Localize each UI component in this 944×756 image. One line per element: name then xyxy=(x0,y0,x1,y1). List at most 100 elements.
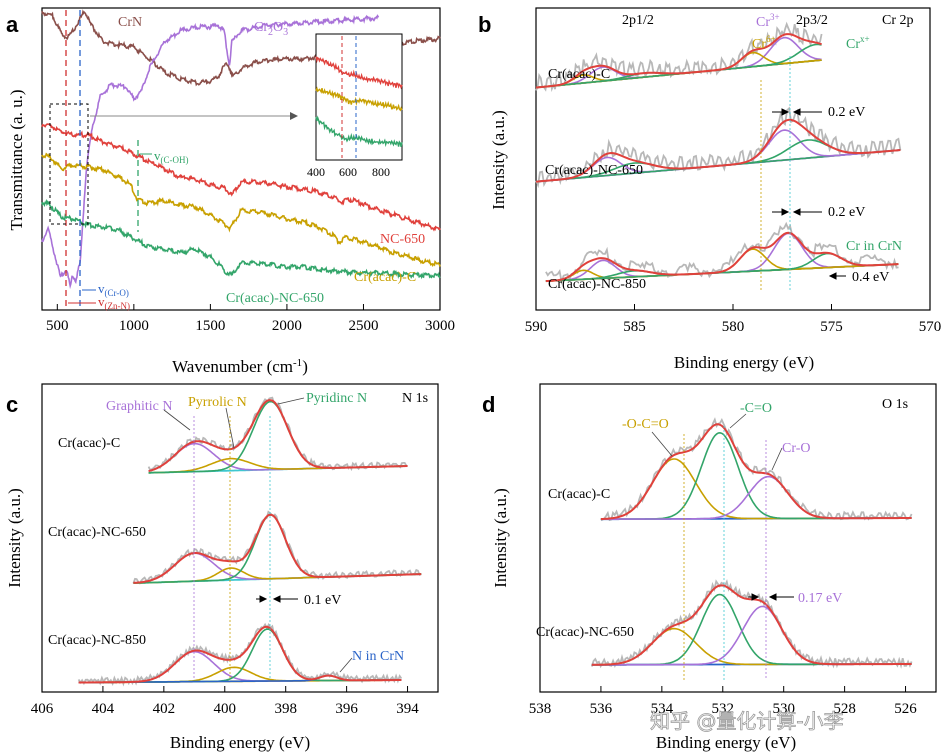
panel-d-ylabel: Intensity (a.u.) xyxy=(491,488,510,588)
d-tick-label-4: 530 xyxy=(772,701,795,717)
d-spectrum-label-0: Cr(acac)-C xyxy=(548,487,610,502)
c-envelope-0 xyxy=(148,399,408,473)
series-cr-acac-c xyxy=(41,152,441,268)
panel-d-xlabel: Binding energy (eV) xyxy=(656,733,796,752)
b-tick-label-3: 575 xyxy=(820,319,843,335)
panel-c-ylabel: Intensity (a.u.) xyxy=(5,488,24,588)
zoom-box xyxy=(49,103,89,225)
label-cr2o3: Cr2O3 xyxy=(254,20,288,38)
c-envelope-1 xyxy=(133,513,422,584)
d-tick-label-3: 532 xyxy=(712,701,735,717)
d-tick-label-1: 536 xyxy=(590,701,613,717)
d-tick-label-2: 534 xyxy=(651,701,674,717)
panel-d-title: O 1s xyxy=(882,397,908,412)
d-tick-label-0: 538 xyxy=(529,701,552,717)
panel-letter-a: a xyxy=(6,12,19,37)
series-nc-650 xyxy=(41,123,441,232)
d-peak-1-0 xyxy=(591,627,912,666)
inset-tick-2: 800 xyxy=(372,165,390,179)
panel-c-n1s: c 406 404 402 400 398 396 394 Binding energy (… xyxy=(5,383,439,752)
d-tick-label-6: 526 xyxy=(894,701,917,717)
inset-series-2 xyxy=(315,115,403,148)
label-vcoh: v(C-OH) xyxy=(154,148,189,165)
panel-letter-d: d xyxy=(482,392,495,417)
c-envelope-2 xyxy=(78,625,402,684)
c-spectrum-label-0: Cr(acac)-C xyxy=(58,436,120,451)
label-shift-1: 0.2 eV xyxy=(828,105,865,120)
panel-b-ticks: 590 585 580 575 570 xyxy=(525,304,941,335)
label-d-shift: 0.17 eV xyxy=(798,591,842,606)
panel-a-ticks: 500 1000 1500 2000 2500 3000 xyxy=(46,304,455,334)
d-peak-1-2 xyxy=(591,605,912,666)
panel-letter-b: b xyxy=(478,12,491,37)
b-spectrum-label-1: Cr(acac)-NC-650 xyxy=(545,163,643,178)
c-peak-1-2 xyxy=(133,513,422,584)
c-shift-arrows xyxy=(256,595,298,603)
a-tick-label-4: 2500 xyxy=(348,318,378,334)
inset-frame xyxy=(315,33,403,161)
panel-b-title: Cr 2p xyxy=(882,13,914,28)
d-tick-label-5: 528 xyxy=(833,701,856,717)
label-vznn: v(Zn-N) xyxy=(98,294,130,311)
inset-series-1 xyxy=(315,86,403,112)
panel-c-ticks: 406 404 402 400 398 396 394 xyxy=(31,686,419,717)
label-cracac-nc650: Cr(acac)-NC-650 xyxy=(226,291,324,306)
label-graphitic: Graphitic N xyxy=(106,399,172,414)
c-tick-label-1: 404 xyxy=(92,701,115,717)
label-cr-in-crn: Cr in CrN xyxy=(846,239,902,254)
inset-series-0 xyxy=(315,56,403,90)
b-envelope-1 xyxy=(535,118,901,183)
panel-a-ftir: a 500 1000 1500 2000 2500 3000 Wavenumber (cm… xyxy=(6,7,455,376)
b-envelope-2 xyxy=(545,231,899,283)
panel-a-ylabel: Transmittance (a. u.) xyxy=(7,89,26,230)
label-shift-2: 0.2 eV xyxy=(828,205,865,220)
c-tick-label-4: 398 xyxy=(274,701,297,717)
panel-c-series xyxy=(77,396,422,687)
label-nc650: NC-650 xyxy=(380,232,425,247)
panel-b-cr2p: b 590 585 580 575 570 Binding energy (eV) In… xyxy=(478,7,941,372)
c-tick-label-6: 394 xyxy=(396,701,419,717)
series-cr-acac-nc-650 xyxy=(41,198,441,280)
panel-d-o1s: d 538 536 534 532 530 528 526 Binding energy (… xyxy=(482,383,937,752)
panel-b-series xyxy=(535,21,902,286)
inset-series xyxy=(315,56,403,148)
d-peak-0-2 xyxy=(600,475,912,520)
a-tick-label-3: 2000 xyxy=(272,318,302,334)
b-spectrum-label-2: Cr(acac)-NC-850 xyxy=(548,277,646,292)
c-tick-label-5: 396 xyxy=(335,701,358,717)
b-tick-label-1: 585 xyxy=(623,319,646,335)
panel-b-xlabel: Binding energy (eV) xyxy=(674,353,814,372)
panel-c-xlabel: Binding energy (eV) xyxy=(170,733,310,752)
label-vcro: v(Cr-O) xyxy=(98,281,129,298)
b-tick-label-0: 590 xyxy=(525,319,548,335)
label-cracac-c: Cr(acac)-C xyxy=(354,270,416,285)
watermark: 知乎 @量化计算-小李 xyxy=(650,709,844,733)
panel-a-frame xyxy=(41,7,441,311)
b-spectrum-label-0: Cr(acac)-C xyxy=(548,67,610,82)
b-raw-1 xyxy=(535,106,902,189)
d-spectrum-label-1: Cr(acac)-NC-650 xyxy=(536,625,634,640)
label-oco: -O-C=O xyxy=(622,417,669,432)
label-2p32: 2p3/2 xyxy=(796,13,828,28)
c-spectrum-label-1: Cr(acac)-NC-650 xyxy=(48,525,146,540)
label-cr6: Cr6+ xyxy=(752,34,776,52)
a-tick-label-5: 3000 xyxy=(425,318,455,334)
d-raw-0 xyxy=(600,417,913,522)
panel-d-frame xyxy=(539,383,937,693)
panel-d-series xyxy=(590,417,913,669)
series-cr2o3 xyxy=(41,14,380,290)
panel-b-ylabel: Intensity (a.u.) xyxy=(489,110,508,210)
label-pyridinic: Pyridinc N xyxy=(306,391,367,406)
label-n-in-crn: N in CrN xyxy=(352,649,404,664)
c-peak-0-2 xyxy=(148,400,408,474)
a-tick-label-1: 1000 xyxy=(119,318,149,334)
label-co: -C=O xyxy=(740,401,772,416)
b-shift-arrows xyxy=(772,108,846,280)
panel-c-title: N 1s xyxy=(402,391,428,406)
c-tick-label-0: 406 xyxy=(31,701,54,717)
a-tick-label-0: 500 xyxy=(46,318,69,334)
panel-d-ticks: 538 536 534 532 530 528 526 xyxy=(529,686,917,717)
d-shift-arrows xyxy=(748,593,794,601)
b-envelope-0 xyxy=(535,33,822,89)
panel-c-frame xyxy=(41,383,439,693)
